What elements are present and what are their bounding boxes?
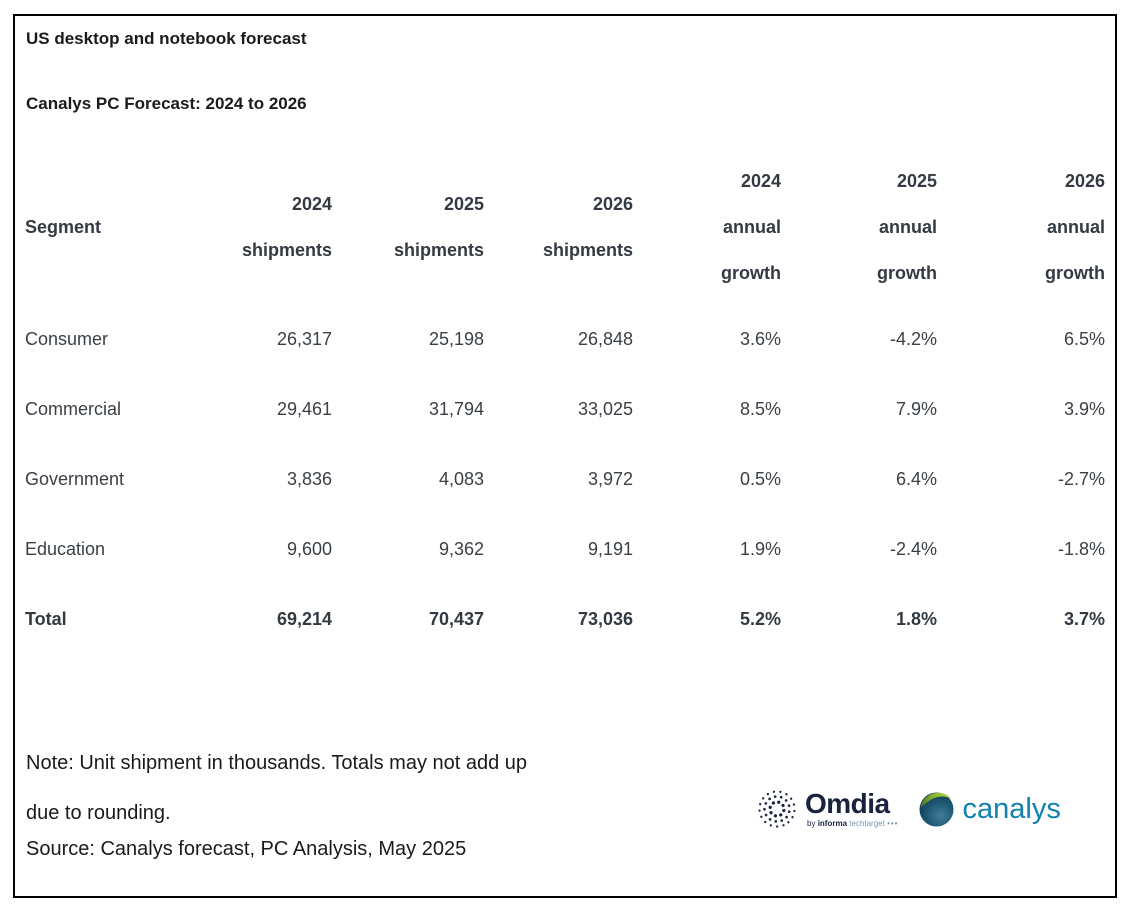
omdia-tagline-by: by [807, 818, 816, 828]
cell-value: 6.5% [1063, 328, 1105, 349]
cell-value: 8.5% [739, 398, 781, 419]
page-title: US desktop and notebook forecast [26, 29, 307, 48]
cell-value: 73,036 [577, 608, 633, 629]
header-line: annual [1046, 217, 1105, 237]
cell-value: -1.8% [1057, 538, 1105, 559]
cell-value: 33,025 [577, 398, 633, 419]
omdia-tagline-dots: ••• [887, 818, 899, 828]
cell-value: 1.9% [739, 538, 781, 559]
header-line: 2026 [1064, 171, 1105, 191]
table-row-total: Total 69,214 70,437 73,036 5.2% 1.8% 3.7… [25, 584, 1105, 654]
cell-value: 9,362 [438, 538, 484, 559]
column-header-segment: Segment [25, 217, 102, 237]
source-text: Source: Canalys forecast, PC Analysis, M… [26, 838, 467, 860]
forecast-table: Segment 2024 shipments 2025 shipments 20… [25, 150, 1105, 654]
header-line: annual [722, 217, 781, 237]
header-line: 2024 [291, 194, 332, 214]
header-line: 2025 [443, 194, 484, 214]
table-row-consumer: Consumer 26,317 25,198 26,848 3.6% -4.2%… [25, 304, 1105, 374]
cell-value: 3.7% [1063, 608, 1105, 629]
page-subtitle: Canalys PC Forecast: 2024 to 2026 [26, 94, 307, 113]
cell-value: -2.4% [889, 538, 937, 559]
header-row: Segment 2024 shipments 2025 shipments 20… [25, 150, 1105, 304]
header-line: shipments [241, 240, 332, 260]
cell-value: 31,794 [428, 398, 484, 419]
omdia-wordmark: Omdia [805, 787, 890, 819]
column-header-2024-shipments: 2024 shipments [222, 150, 332, 304]
column-header-2024-growth: 2024 annual growth [633, 150, 781, 304]
header-line: 2024 [740, 171, 781, 191]
omdia-text: Omdia by informa techtarget ••• [805, 787, 898, 829]
omdia-tagline-informa: informa [817, 818, 848, 828]
header-line: shipments [393, 240, 484, 260]
row-label: Education [25, 538, 106, 559]
header-line: growth [877, 263, 937, 283]
canalys-globe-icon [919, 792, 954, 826]
table-row-education: Education 9,600 9,362 9,191 1.9% -2.4% -… [25, 514, 1105, 584]
cell-value: 3.9% [1063, 398, 1105, 419]
header-line: shipments [542, 240, 633, 260]
omdia-tagline-techtarget: techtarget [849, 818, 885, 828]
cell-value: 3,836 [286, 468, 332, 489]
omdia-tagline: by informa techtarget ••• [807, 819, 898, 829]
cell-value: 69,214 [276, 608, 332, 629]
omdia-icon [758, 790, 796, 828]
header-line: 2025 [896, 171, 937, 191]
table-row-government: Government 3,836 4,083 3,972 0.5% 6.4% -… [25, 444, 1105, 514]
cell-value: 0.5% [739, 468, 781, 489]
row-label: Total [25, 608, 67, 629]
header-line: annual [878, 217, 937, 237]
cell-value: 29,461 [276, 398, 332, 419]
column-header-2026-shipments: 2026 shipments [484, 150, 633, 304]
cell-value: 9,191 [587, 538, 633, 559]
cell-value: 26,317 [276, 328, 332, 349]
cell-value: 26,848 [577, 328, 633, 349]
column-header-2025-shipments: 2025 shipments [332, 150, 484, 304]
cell-value: -2.7% [1057, 468, 1105, 489]
header-line: 2026 [592, 194, 633, 214]
row-label: Government [25, 468, 125, 489]
header-line: growth [1045, 263, 1105, 283]
cell-value: 3,972 [587, 468, 633, 489]
canalys-logo: canalys [918, 791, 1061, 828]
footnote: Note: Unit shipment in thousands. Totals… [26, 738, 527, 838]
table-row-commercial: Commercial 29,461 31,794 33,025 8.5% 7.9… [25, 374, 1105, 444]
cell-value: 1.8% [895, 608, 937, 629]
row-label: Consumer [25, 328, 109, 349]
report-frame: US desktop and notebook forecast Canalys… [13, 14, 1117, 898]
footnote-line-2: due to rounding. [26, 802, 171, 824]
row-label: Commercial [25, 398, 122, 419]
cell-value: 6.4% [895, 468, 937, 489]
canalys-wordmark: canalys [962, 793, 1061, 825]
cell-value: 4,083 [438, 468, 484, 489]
header-line: growth [721, 263, 781, 283]
cell-value: -4.2% [889, 328, 937, 349]
column-header-2025-growth: 2025 annual growth [781, 150, 937, 304]
footnote-line-1: Note: Unit shipment in thousands. Totals… [26, 752, 528, 774]
cell-value: 7.9% [895, 398, 937, 419]
omdia-logo: Omdia by informa techtarget ••• [755, 787, 898, 831]
cell-value: 9,600 [286, 538, 332, 559]
cell-value: 5.2% [739, 608, 781, 629]
logo-group: Omdia by informa techtarget ••• [755, 776, 1061, 842]
cell-value: 25,198 [428, 328, 484, 349]
cell-value: 70,437 [428, 608, 484, 629]
cell-value: 3.6% [739, 328, 781, 349]
column-header-2026-growth: 2026 annual growth [937, 150, 1105, 304]
